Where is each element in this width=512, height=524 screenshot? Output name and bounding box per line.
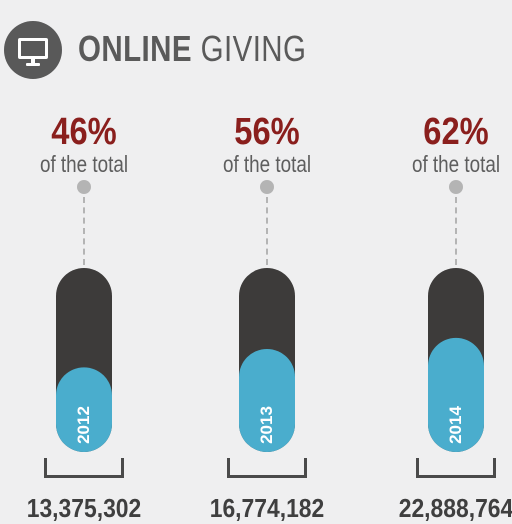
percent-sublabel: of the total: [411, 151, 501, 177]
total-value: 16,774,182: [209, 493, 325, 523]
percent-label: 46%: [51, 111, 117, 153]
percent-sublabel: of the total: [39, 151, 129, 177]
bar-fill: [56, 367, 112, 452]
column-2014: 62% of the total 2014 22,888,764: [376, 0, 512, 523]
title-light: GIVING: [200, 28, 307, 69]
percent-label: 62%: [423, 111, 489, 153]
connector-line: [266, 197, 268, 265]
total-bracket: [44, 458, 124, 478]
percent-sublabel: of the total: [222, 151, 312, 177]
title-bold: ONLINE: [78, 28, 192, 69]
year-label: 2014: [446, 406, 465, 444]
percent-label: 56%: [234, 111, 300, 153]
year-label: 2012: [74, 406, 93, 444]
connector-dot: [260, 180, 274, 194]
connector-line: [83, 197, 85, 265]
column-2012: 46% of the total 2012 13,375,302: [4, 0, 164, 523]
connector-line: [455, 197, 457, 265]
total-bracket: [227, 458, 307, 478]
total-value: 22,888,764: [398, 493, 512, 523]
total-value: 13,375,302: [26, 493, 142, 523]
bar-fill: [239, 348, 295, 452]
bar-2014: [428, 268, 484, 452]
bar-2012: [56, 268, 112, 452]
year-label: 2013: [257, 406, 276, 444]
connector-dot: [77, 180, 91, 194]
monitor-icon: [4, 21, 62, 79]
page-title: ONLINE GIVING: [78, 27, 306, 71]
column-2013: 56% of the total 2013 16,774,182: [187, 0, 347, 523]
bar-fill: [428, 337, 484, 452]
total-bracket: [416, 458, 496, 478]
connector-dot: [449, 180, 463, 194]
header: ONLINE GIVING: [0, 0, 512, 100]
bar-2013: [239, 268, 295, 452]
